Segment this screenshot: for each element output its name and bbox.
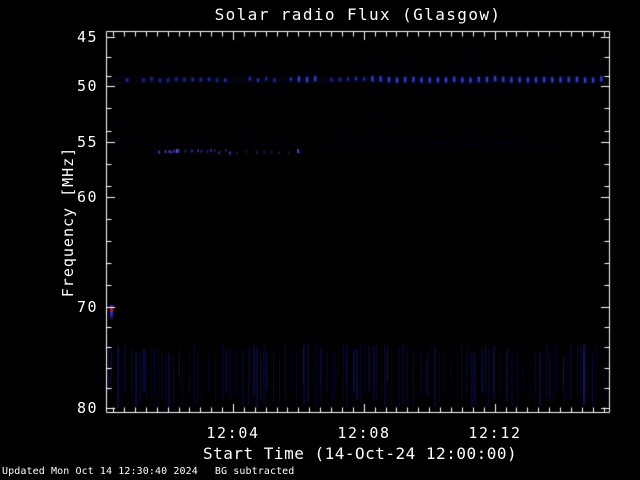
x-tick-label-12:08: 12:08 xyxy=(337,424,391,442)
x-axis-title: Start Time (14-Oct-24 12:00:00) xyxy=(203,444,518,463)
y-tick-label-60: 60 xyxy=(76,188,98,206)
bg-subtracted-note: BG subtracted xyxy=(214,466,295,477)
y-tick-label-70: 70 xyxy=(76,298,98,316)
y-axis-title: Frequency [MHz] xyxy=(59,146,77,298)
chart-title: Solar radio Flux (Glasgow) xyxy=(214,5,502,24)
y-tick-label-45: 45 xyxy=(76,28,98,46)
updated-timestamp: Updated Mon Oct 14 12:30:40 2024 xyxy=(2,466,198,477)
y-tick-label-55: 55 xyxy=(76,133,98,151)
y-tick-label-80: 80 xyxy=(76,399,98,417)
footer-status-line: Updated Mon Oct 14 12:30:40 2024 BG subtr… xyxy=(2,466,294,477)
x-tick-label-12:04: 12:04 xyxy=(206,424,260,442)
y-tick-label-50: 50 xyxy=(76,77,98,95)
x-tick-label-12:12: 12:12 xyxy=(468,424,522,442)
